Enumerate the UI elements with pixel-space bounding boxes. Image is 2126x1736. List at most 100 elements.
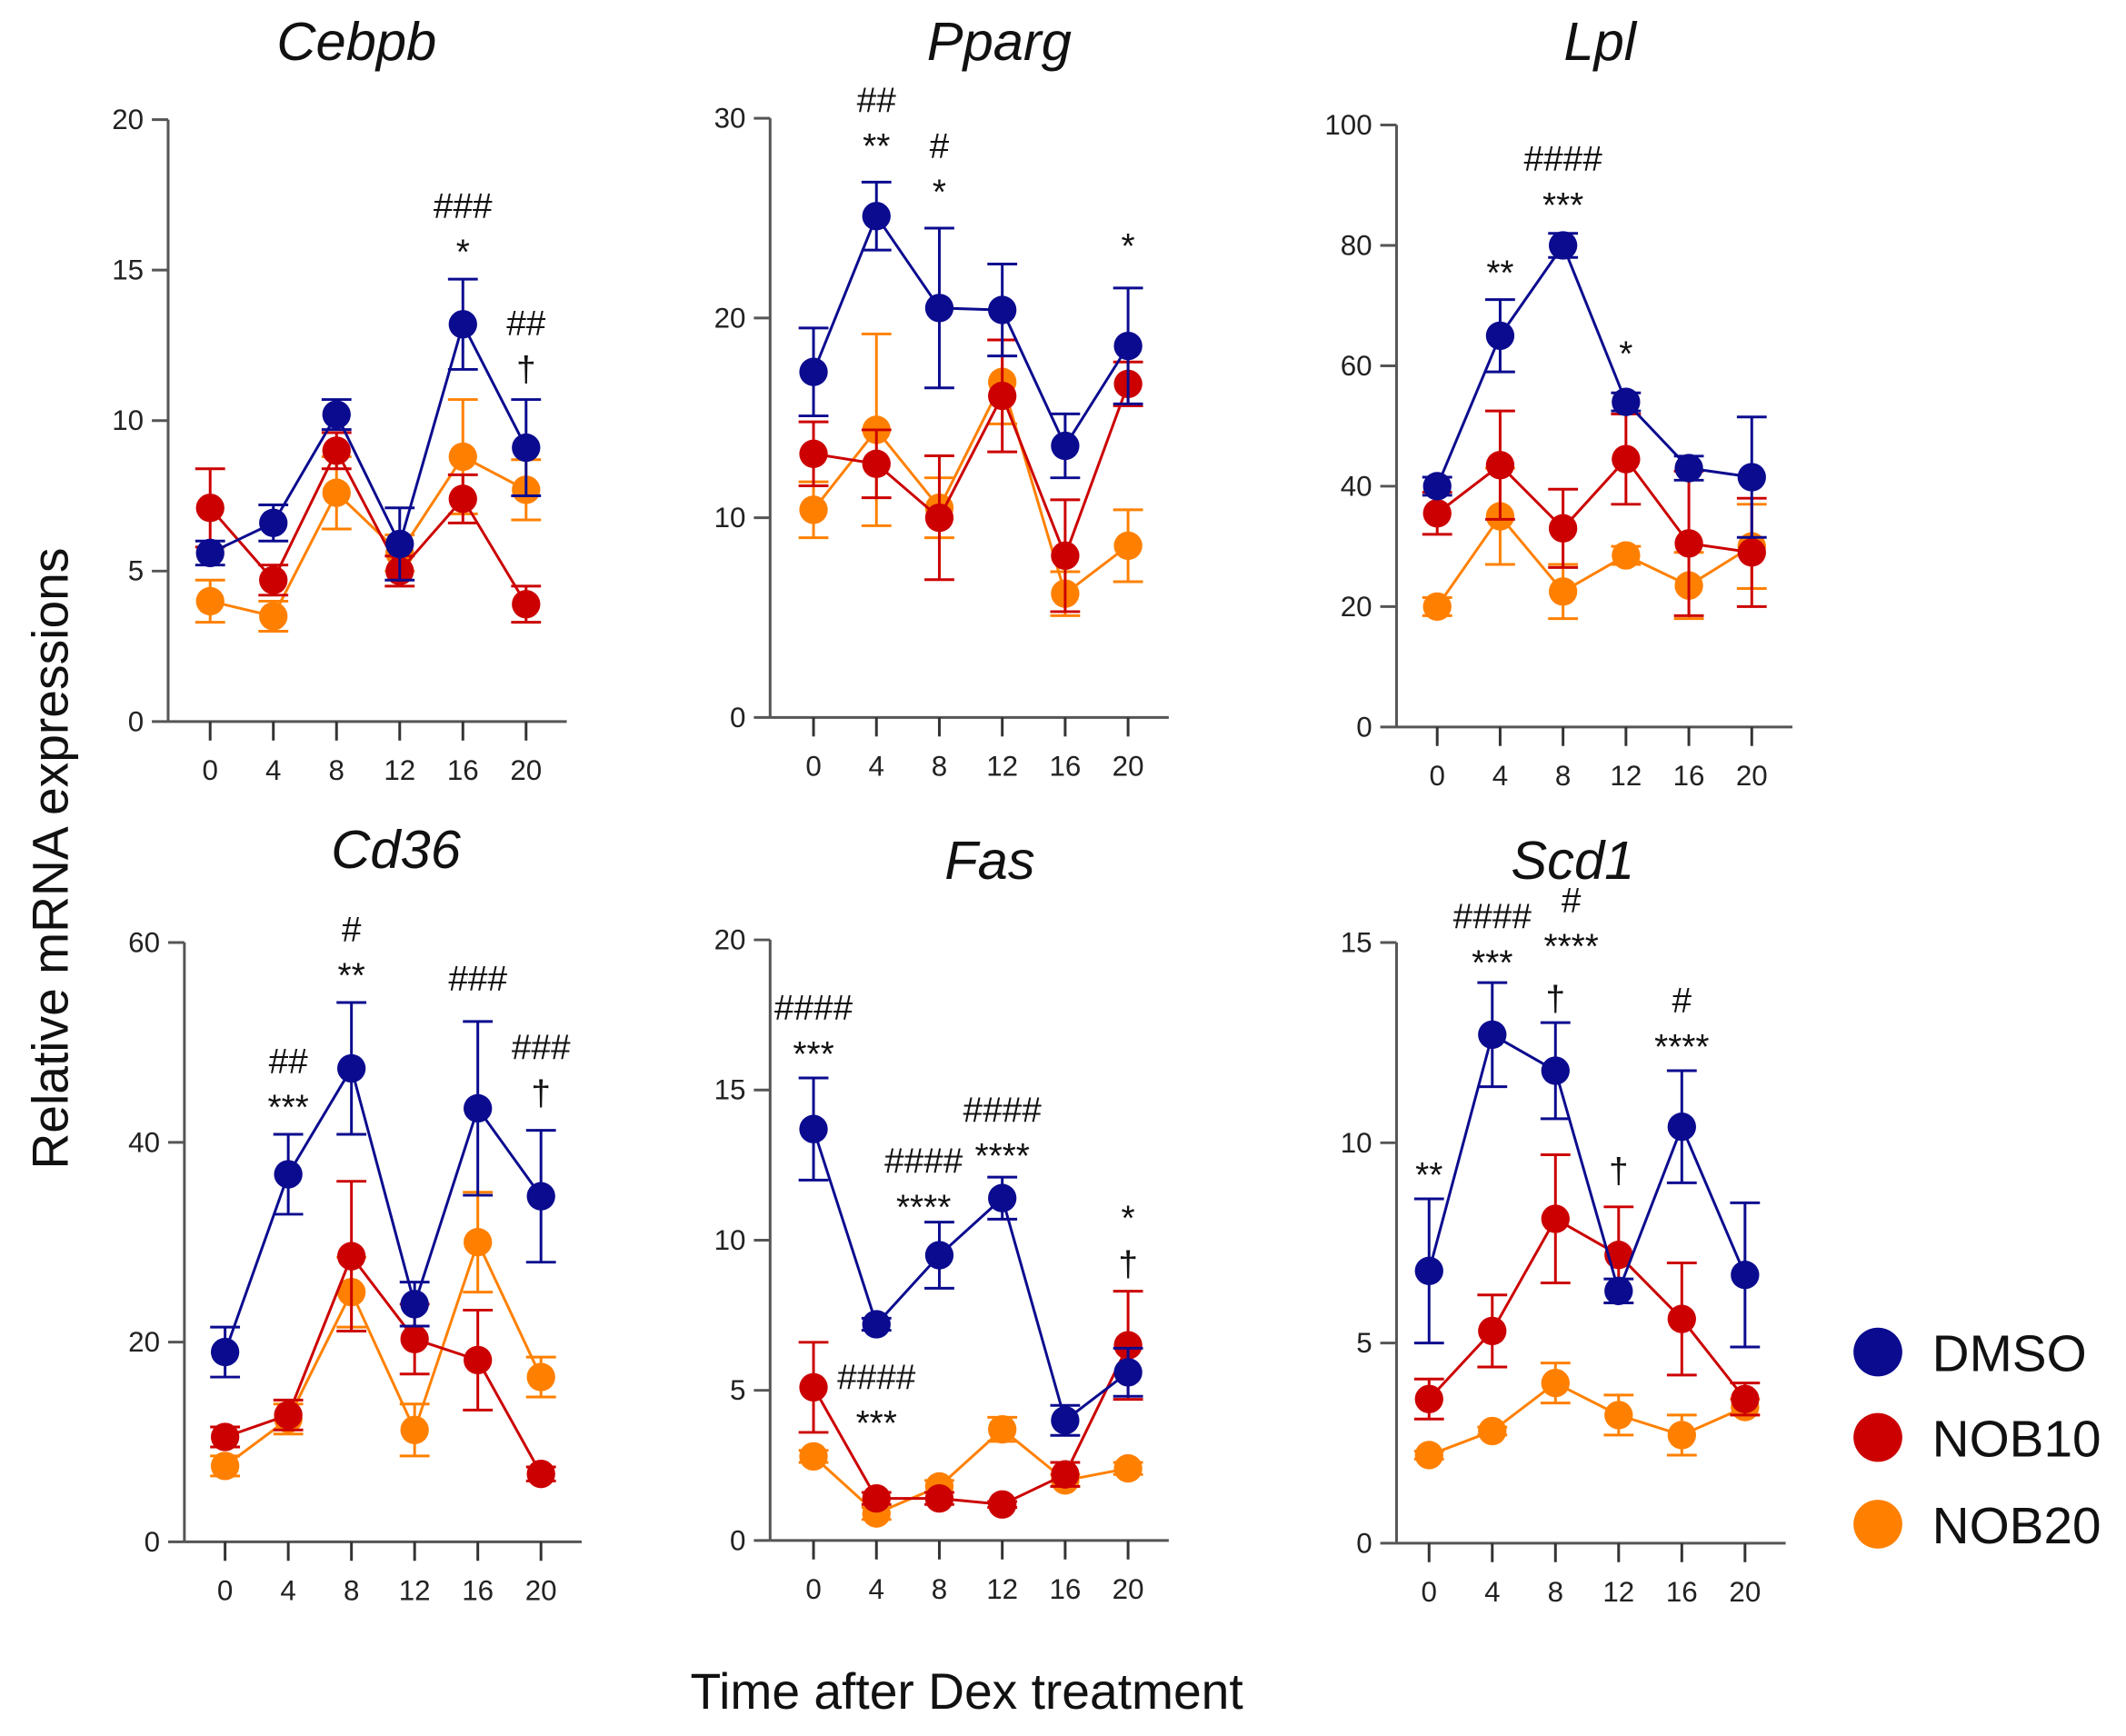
data-point: [1731, 1261, 1760, 1290]
x-tick-label: 12: [1602, 1576, 1634, 1608]
data-point: [322, 478, 351, 507]
panel-cebpb: Cebpb 0 5 10 15 20 0 4 8 12 16 20 ### * ## †: [112, 11, 567, 786]
series-nob20: [798, 1414, 1143, 1528]
data-point: [1674, 529, 1703, 558]
x-tick-label: 20: [1113, 1573, 1144, 1605]
data-point: [1604, 1276, 1633, 1305]
significance-mark: *: [933, 174, 946, 213]
data-point: [862, 449, 891, 478]
data-point: [1113, 1358, 1143, 1387]
y-tick-label: 20: [714, 302, 746, 334]
data-point: [924, 1483, 954, 1513]
y-tick-label: 20: [128, 1326, 160, 1358]
significance-mark: ##: [269, 1043, 309, 1082]
data-point: [195, 538, 225, 568]
significance-mark: ***: [1542, 186, 1583, 225]
legend-marker-nob20: [1853, 1500, 1902, 1549]
significance-mark: †: [1546, 980, 1566, 1019]
significance-mark: #: [342, 911, 362, 950]
series-nob20: [1422, 466, 1767, 622]
x-tick-label: 20: [1113, 751, 1144, 783]
data-point: [195, 494, 225, 523]
series-dmso: [1422, 231, 1767, 539]
data-point: [1612, 444, 1641, 474]
significance-mark: ####: [963, 1091, 1043, 1130]
data-point: [862, 1483, 891, 1513]
significance-mark: ####: [1524, 140, 1603, 179]
data-point: [1541, 1056, 1570, 1085]
significance-mark: ####: [1453, 898, 1532, 937]
y-tick-label: 5: [730, 1374, 745, 1406]
series-nob10: [798, 1290, 1143, 1519]
series-line: [209, 447, 528, 605]
panel-scd1: Scd1 0 5 10 15 0 4 8 12 16 20 ** #### *** # **** † † # ****: [1341, 830, 1786, 1608]
x-tick-label: 12: [384, 754, 415, 786]
data-point: [1731, 1384, 1760, 1413]
panel-title: Cebpb: [276, 11, 436, 72]
series-dmso: [210, 1001, 556, 1379]
series-line: [1428, 1381, 1746, 1457]
x-tick-label: 16: [462, 1575, 494, 1607]
data-point: [799, 1372, 828, 1402]
x-tick-label: 4: [1492, 760, 1508, 792]
x-tick-label: 20: [525, 1575, 557, 1607]
data-point: [336, 1053, 366, 1083]
x-tick-label: 0: [805, 1573, 821, 1605]
data-point: [988, 381, 1017, 411]
series-nob10: [798, 338, 1143, 614]
data-point: [1051, 431, 1080, 461]
significance-mark: ###: [434, 187, 493, 226]
data-point: [1667, 1421, 1696, 1450]
x-tick-label: 0: [805, 751, 821, 783]
significance-mark: ###: [448, 960, 507, 999]
significance-mark: †: [1609, 1152, 1629, 1191]
panel-title: Scd1: [1511, 830, 1634, 891]
series-nob20: [210, 1191, 556, 1481]
data-point: [924, 1241, 954, 1270]
y-tick-label: 20: [112, 104, 144, 135]
panel-cd36: Cd36 0 20 40 60 0 4 8 12 16 20 ## *** # ** ###### †: [128, 819, 582, 1607]
x-tick-label: 8: [1555, 760, 1571, 792]
significance-mark: **: [863, 127, 890, 166]
significance-mark: ##: [506, 304, 546, 344]
data-point: [1478, 1316, 1507, 1346]
significance-mark: *: [1619, 334, 1632, 374]
data-point: [448, 310, 477, 339]
x-tick-label: 12: [986, 751, 1018, 783]
x-tick-label: 0: [1430, 760, 1445, 792]
x-tick-label: 4: [869, 751, 884, 783]
legend-label-dmso: DMSO: [1932, 1325, 2087, 1382]
data-point: [1667, 1304, 1696, 1333]
legend-label-nob20: NOB20: [1932, 1498, 2101, 1555]
y-tick-label: 80: [1341, 229, 1372, 261]
significance-mark: *: [1122, 227, 1135, 266]
data-point: [448, 442, 477, 472]
significance-mark: †: [531, 1074, 551, 1113]
series-nob10: [1422, 409, 1767, 617]
data-point: [322, 400, 351, 429]
series-dmso: [798, 180, 1143, 480]
data-point: [862, 202, 891, 231]
data-point: [195, 586, 225, 616]
x-axis-label: Time after Dex treatment: [690, 1663, 1243, 1720]
data-point: [1478, 1020, 1507, 1050]
x-tick-label: 0: [203, 754, 218, 786]
data-point: [1604, 1401, 1633, 1430]
series-dmso: [195, 277, 542, 582]
data-point: [336, 1242, 366, 1271]
x-tick-label: 16: [1673, 760, 1705, 792]
panel-title: Fas: [944, 830, 1034, 891]
series-line: [1428, 1216, 1747, 1401]
y-tick-label: 10: [112, 404, 144, 436]
series-line: [813, 383, 1130, 560]
data-point: [799, 1442, 828, 1472]
data-point: [1612, 387, 1641, 416]
x-tick-label: 8: [344, 1575, 359, 1607]
series-nob10: [210, 1180, 556, 1489]
y-tick-label: 0: [730, 1524, 745, 1556]
data-point: [1113, 531, 1143, 561]
x-tick-label: 4: [869, 1573, 884, 1605]
